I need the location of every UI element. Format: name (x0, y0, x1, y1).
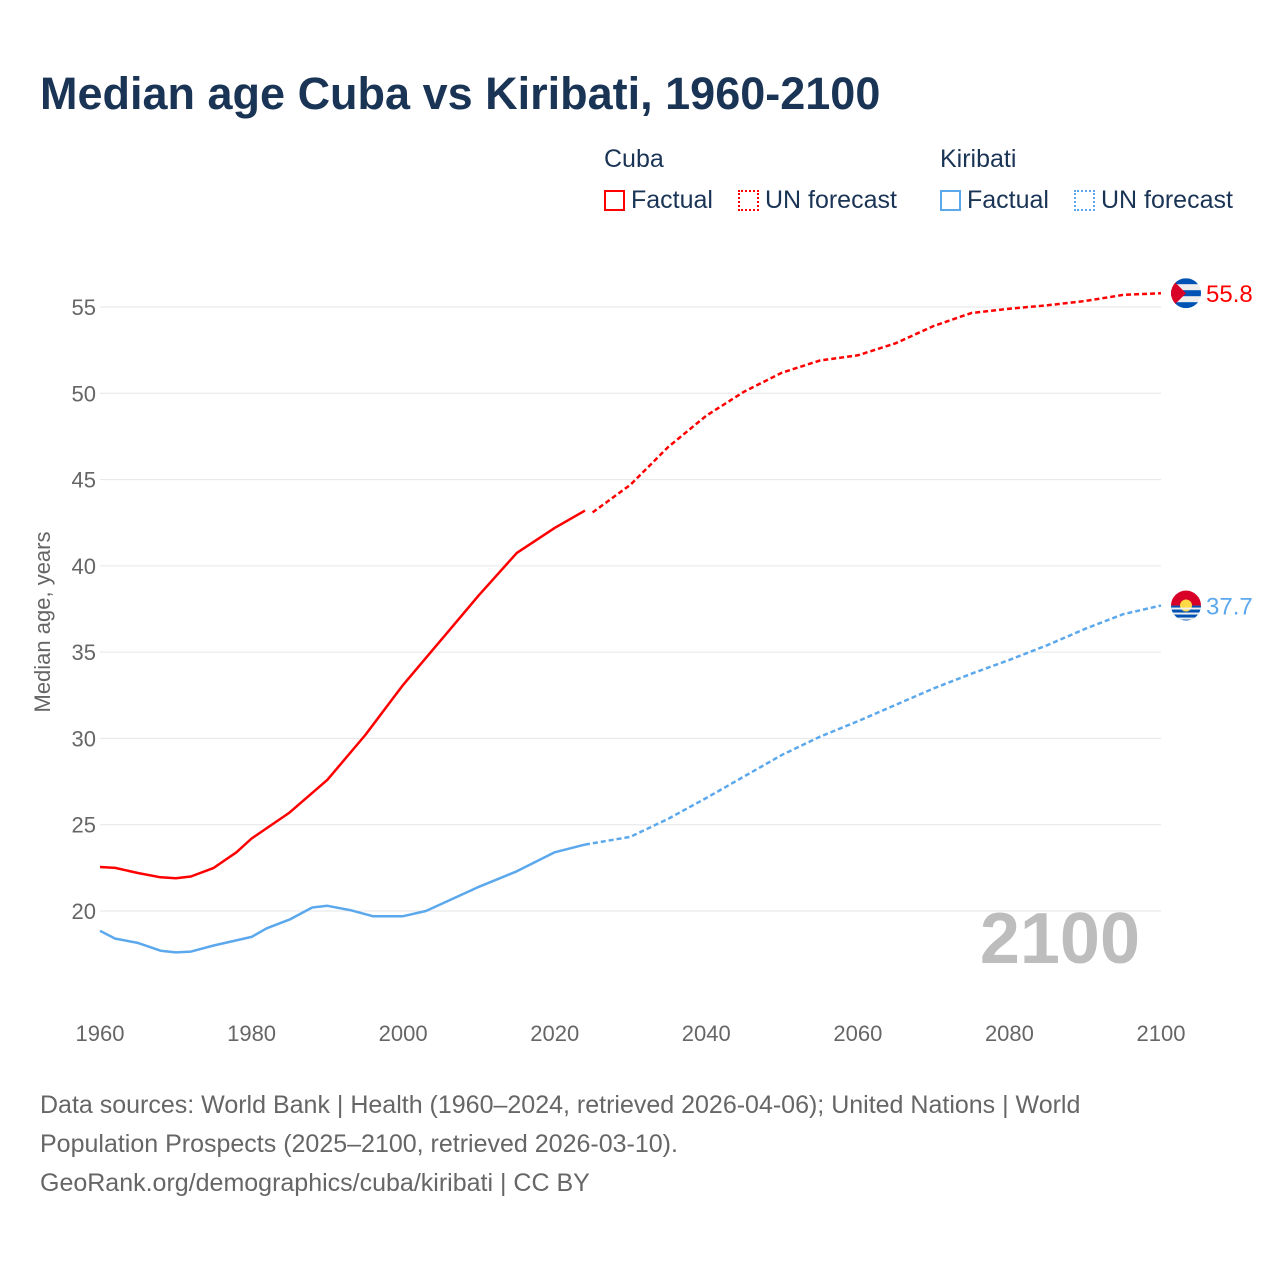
flag-body (1171, 590, 1201, 621)
flag-sky (1171, 590, 1201, 606)
footer: Data sources: World Bank | Health (1960–… (40, 1086, 1180, 1203)
x-tick-label: 2080 (985, 1021, 1034, 1046)
flag-stripe (1171, 302, 1201, 309)
x-tick-label: 1960 (76, 1021, 125, 1046)
kiribati-factual-line (99, 843, 586, 954)
legend-label: Factual (967, 186, 1049, 214)
legend-kiribati: Kiribati Factual UN forecast (940, 145, 1233, 218)
x-tick-label: 2100 (1137, 1021, 1186, 1046)
y-tick-label: 45 (72, 468, 96, 493)
x-tick-label: 2000 (379, 1021, 428, 1046)
legend-kiribati-factual[interactable]: Factual (940, 186, 1049, 215)
x-tick-label: 2040 (682, 1021, 731, 1046)
year-watermark: 2100 (980, 899, 1140, 979)
flag-sun (1180, 599, 1192, 612)
cuba-end-label: 55.8 (1206, 281, 1253, 308)
x-tick-label: 1980 (227, 1021, 276, 1046)
y-tick-label: 55 (72, 295, 96, 320)
cuba-flag-icon (1171, 278, 1201, 309)
flag-stripe (1171, 278, 1201, 285)
flag-wave (1171, 612, 1201, 615)
legend-country: Kiribati (940, 145, 1017, 173)
y-tick-label: 35 (72, 640, 96, 665)
legend-cuba-forecast[interactable]: UN forecast (737, 186, 897, 215)
attribution-link[interactable]: GeoRank.org/demographics/cuba/kiribati |… (40, 1169, 590, 1197)
y-tick-label: 25 (72, 813, 96, 838)
data-sources: Data sources: World Bank | Health (1960–… (40, 1091, 1081, 1158)
legend-label: Factual (631, 186, 713, 214)
kiribati-forecast-line (584, 604, 1162, 846)
legend-label: UN forecast (764, 186, 897, 214)
chart-title: Median age Cuba vs Kiribati, 1960-2100 (40, 68, 881, 119)
cuba-forecast-line (591, 291, 1162, 514)
cuba-factual-line (99, 509, 586, 880)
solid-swatch-icon (940, 190, 961, 211)
legend-label: UN forecast (1100, 186, 1233, 214)
legend-cuba-factual[interactable]: Factual (604, 186, 713, 215)
legend-country: Cuba (604, 145, 664, 173)
dotted-swatch-icon (1073, 190, 1095, 211)
x-tick-label: 2020 (530, 1021, 579, 1046)
kiribati-flag-icon (1171, 590, 1201, 621)
legend-cuba: Cuba Factual UN forecast (604, 145, 915, 218)
kiribati-end-label: 37.7 (1206, 594, 1253, 621)
y-axis-label: Median age, years (30, 532, 55, 713)
y-tick-label: 40 (72, 554, 96, 579)
y-tick-label: 50 (72, 381, 96, 406)
flag-triangle (1171, 278, 1186, 309)
flag-body (1171, 278, 1201, 309)
x-tick-label: 2060 (833, 1021, 882, 1046)
dotted-swatch-icon (737, 190, 759, 211)
flag-wave (1171, 607, 1201, 610)
y-tick-label: 20 (72, 899, 96, 924)
solid-swatch-icon (604, 190, 625, 211)
y-tick-label: 30 (72, 726, 96, 751)
legend-kiribati-forecast[interactable]: UN forecast (1073, 186, 1233, 215)
flag-wave (1171, 617, 1201, 620)
